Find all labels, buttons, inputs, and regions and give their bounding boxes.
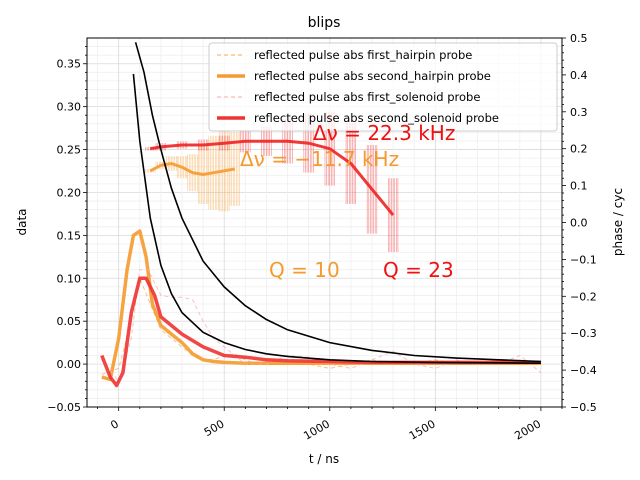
y-tick-label: −0.05 <box>47 401 81 414</box>
y-tick-label: 0.25 <box>57 144 82 157</box>
y-tick-label: 0.30 <box>57 101 82 114</box>
phase-series-line-1 <box>150 139 395 217</box>
chart-title: blips <box>308 15 341 31</box>
y2-tick-label: −0.5 <box>570 401 597 414</box>
y-tick-label: 0.20 <box>57 186 82 199</box>
y-tick-label: 0.10 <box>57 272 82 285</box>
fit-curves-layer <box>132 42 541 364</box>
x-axis-label: t / ns <box>309 452 339 466</box>
legend-label: reflected pulse abs first_solenoid probe <box>254 90 480 104</box>
x-tick-label: 500 <box>202 417 227 439</box>
series-line-3 <box>100 276 541 388</box>
legend-label: reflected pulse abs first_hairpin probe <box>254 48 472 62</box>
y2-tick-label: −0.2 <box>570 290 597 303</box>
y2-axis: −0.5 −0.4 −0.3 −0.2 −0.1 0.0 0.1 0.2 0.3 0.4 0.5 <box>562 32 597 414</box>
x-tick-label: 1500 <box>407 417 438 442</box>
y2-tick-label: −0.1 <box>570 253 597 266</box>
x-tick-label: 1000 <box>301 417 332 442</box>
y2-tick-label: 0.2 <box>570 143 588 156</box>
y2-tick-label: −0.3 <box>570 327 597 340</box>
fit-curve-0 <box>132 73 541 364</box>
y2-axis-label: phase / cyc <box>611 188 625 256</box>
annotation-q-hairpin: Q = 10 <box>269 258 340 282</box>
y2-tick-label: 0.5 <box>570 32 588 45</box>
y-tick-label: 0.35 <box>57 58 82 71</box>
series-line-1 <box>101 229 541 382</box>
y-tick-label: 0.00 <box>57 358 82 371</box>
fit-curve-1 <box>134 42 541 363</box>
legend-label: reflected pulse abs second_solenoid prob… <box>254 111 499 125</box>
y-tick-label: 0.15 <box>57 229 82 242</box>
x-tick-label: 2000 <box>512 417 543 442</box>
y2-tick-label: 0.1 <box>570 180 588 193</box>
y2-tick-label: 0.3 <box>570 106 588 119</box>
y2-tick-label: −0.4 <box>570 364 597 377</box>
y-axis: −0.05 0.00 0.05 0.10 0.15 0.20 0.25 0.30 0.35 <box>47 46 87 414</box>
legend: reflected pulse abs first_hairpin probe r… <box>208 42 558 132</box>
legend-box <box>208 42 558 132</box>
x-tick-label: 0 <box>108 417 121 432</box>
y2-tick-label: 0.4 <box>570 69 588 82</box>
y-axis-label: data <box>15 208 29 235</box>
x-axis: 0 500 1000 1500 2000 <box>97 407 563 443</box>
annotation-dnu-solenoid: Δν = 22.3 kHz <box>313 121 455 145</box>
annotation-dnu-hairpin: Δν = −11.7 kHz <box>240 147 399 171</box>
y-tick-label: 0.05 <box>57 315 82 328</box>
legend-label: reflected pulse abs second_hairpin probe <box>254 69 491 83</box>
annotation-q-solenoid: Q = 23 <box>383 258 454 282</box>
y2-tick-label: 0.0 <box>570 217 588 230</box>
